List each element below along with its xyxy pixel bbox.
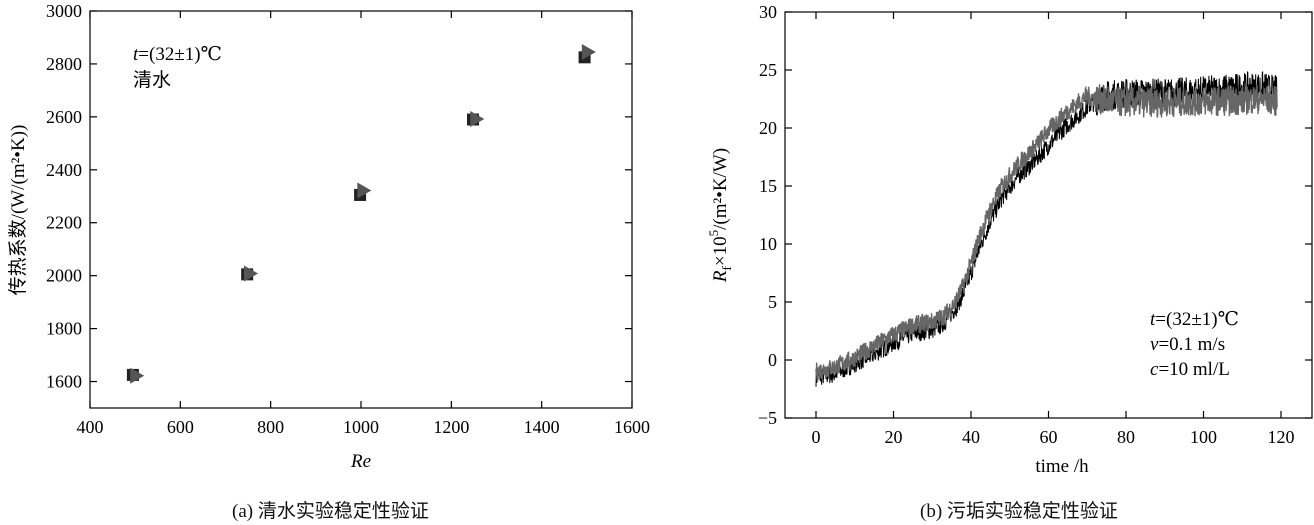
plot-frame-a bbox=[89, 10, 633, 409]
y-axis-ticks-b: −5 0 5 10 15 20 25 30 bbox=[758, 2, 1312, 428]
x-axis-ticks-a: 400 600 800 1000 1200 1400 1600 bbox=[77, 11, 650, 437]
y-tick-label-b: 10 bbox=[759, 234, 777, 254]
data-point-triangle bbox=[357, 182, 372, 199]
chart-b: 0 20 40 60 80 100 120 −5 0 5 10 15 20 25 30 time /h R… bbox=[706, 2, 1313, 477]
y-tick-label-a: 2600 bbox=[46, 107, 82, 127]
plot-frame-b bbox=[784, 11, 1313, 419]
y-axis-label-a: 传热系数/(W/(m²•K)) bbox=[7, 125, 29, 296]
y-tick-label-b: 5 bbox=[768, 292, 777, 312]
y-tick-label-a: 2200 bbox=[46, 213, 82, 233]
x-tick-label-a: 1200 bbox=[433, 417, 469, 437]
data-point-triangle bbox=[470, 110, 485, 127]
caption-a: (a) 清水实验稳定性验证 bbox=[232, 501, 429, 522]
y-tick-label-a: 1600 bbox=[46, 372, 82, 392]
annotation-a-line1: t=(32±1)℃ bbox=[133, 44, 222, 65]
y-tick-label-b: −5 bbox=[758, 408, 777, 428]
x-axis-ticks-b: 0 20 40 60 80 100 120 bbox=[812, 12, 1295, 447]
x-tick-label-b: 80 bbox=[1117, 427, 1135, 447]
x-tick-label-b: 40 bbox=[962, 427, 980, 447]
x-tick-label-b: 20 bbox=[885, 427, 903, 447]
x-tick-label-b: 100 bbox=[1190, 427, 1217, 447]
x-axis-label-b: time /h bbox=[1035, 456, 1089, 477]
y-tick-label-a: 2400 bbox=[46, 160, 82, 180]
y-tick-label-b: 30 bbox=[759, 2, 777, 22]
scatter-points-a bbox=[126, 44, 596, 384]
chart-a: 400 600 800 1000 1200 1400 1600 1600 1800 2000 22… bbox=[7, 1, 650, 472]
caption-b: (b) 污垢实验稳定性验证 bbox=[920, 501, 1118, 522]
y-tick-label-b: 15 bbox=[759, 176, 777, 196]
x-tick-label-a: 1000 bbox=[343, 417, 379, 437]
y-tick-label-a: 2000 bbox=[46, 266, 82, 286]
series-line-b bbox=[815, 83, 1278, 381]
x-tick-label-b: 120 bbox=[1268, 427, 1295, 447]
series-lines-b bbox=[815, 70, 1278, 387]
x-tick-label-a: 800 bbox=[257, 417, 284, 437]
x-tick-label-a: 600 bbox=[167, 417, 194, 437]
y-tick-label-b: 25 bbox=[759, 60, 777, 80]
x-axis-label-a: Re bbox=[350, 451, 371, 472]
y-tick-label-b: 20 bbox=[759, 118, 777, 138]
x-tick-label-b: 0 bbox=[812, 427, 821, 447]
y-tick-label-a: 3000 bbox=[46, 1, 82, 21]
annotation-b-line2: v=0.1 m/s bbox=[1150, 334, 1225, 355]
data-point-triangle bbox=[581, 44, 596, 61]
x-tick-label-a: 400 bbox=[77, 417, 104, 437]
annotation-a-line2: 清水 bbox=[133, 69, 171, 91]
y-axis-ticks-a: 1600 1800 2000 2200 2400 2600 2800 3000 bbox=[46, 1, 632, 392]
annotation-b-line3: c=10 ml/L bbox=[1150, 359, 1230, 380]
y-tick-label-b: 0 bbox=[768, 350, 777, 370]
x-tick-label-b: 60 bbox=[1040, 427, 1058, 447]
data-point-triangle bbox=[243, 265, 258, 282]
y-tick-label-a: 1800 bbox=[46, 319, 82, 339]
annotation-b-line1: t=(32±1)℃ bbox=[1150, 309, 1239, 330]
y-axis-label-b: Rf×105/(m²•K/W) bbox=[706, 148, 734, 283]
data-point-triangle bbox=[130, 367, 145, 384]
x-tick-label-a: 1600 bbox=[614, 417, 650, 437]
x-tick-label-a: 1400 bbox=[524, 417, 560, 437]
y-tick-label-a: 2800 bbox=[46, 54, 82, 74]
